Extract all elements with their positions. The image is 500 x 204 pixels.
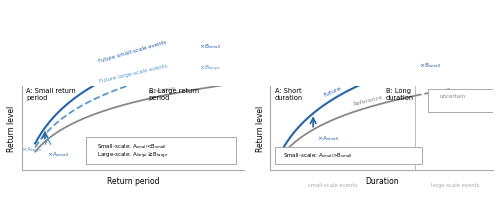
Text: $\times$A$_{\rm large}$: $\times$A$_{\rm large}$ <box>22 145 43 155</box>
Y-axis label: Return level: Return level <box>256 105 264 151</box>
Text: Small-scale: A$_{\rm small}$<B$_{\rm small}$: Small-scale: A$_{\rm small}$<B$_{\rm sma… <box>98 142 167 151</box>
FancyBboxPatch shape <box>274 147 422 164</box>
Text: large-scale events: large-scale events <box>431 182 480 187</box>
Y-axis label: Return level: Return level <box>7 105 16 151</box>
X-axis label: Duration: Duration <box>365 176 398 185</box>
Text: Future: Future <box>323 85 342 98</box>
Text: $\times$B$_{\rm small}$: $\times$B$_{\rm small}$ <box>418 61 440 70</box>
Text: $\times$A$_{\rm small}$: $\times$A$_{\rm small}$ <box>317 133 339 142</box>
Text: $\times$B$_{\rm small}$: $\times$B$_{\rm small}$ <box>200 42 222 51</box>
Text: $\times$A$_{\rm small}$: $\times$A$_{\rm small}$ <box>47 150 69 159</box>
Text: Reference: Reference <box>148 86 176 95</box>
Text: small-scale events: small-scale events <box>308 182 357 187</box>
Text: Reference: Reference <box>352 95 384 107</box>
FancyBboxPatch shape <box>428 90 496 112</box>
Text: B: Long
duration: B: Long duration <box>386 87 414 101</box>
X-axis label: Return period: Return period <box>106 176 159 185</box>
FancyBboxPatch shape <box>86 137 236 164</box>
Text: Future small-scale events: Future small-scale events <box>98 40 168 64</box>
Text: A: Short
duration: A: Short duration <box>274 87 302 101</box>
Text: $\times$B$_{\rm large}$: $\times$B$_{\rm large}$ <box>200 64 221 74</box>
Text: B: Large return
period: B: Large return period <box>148 87 198 101</box>
Text: Future large-scale events: Future large-scale events <box>98 63 168 83</box>
Text: Small-scale: A$_{\rm small}$>B$_{\rm small}$: Small-scale: A$_{\rm small}$>B$_{\rm sma… <box>284 150 353 159</box>
Text: A: Small return
period: A: Small return period <box>26 87 76 101</box>
Text: uncertain: uncertain <box>440 93 466 98</box>
Text: Large-scale: A$_{\rm large}$$\geq$B$_{\rm large}$: Large-scale: A$_{\rm large}$$\geq$B$_{\r… <box>98 150 168 160</box>
